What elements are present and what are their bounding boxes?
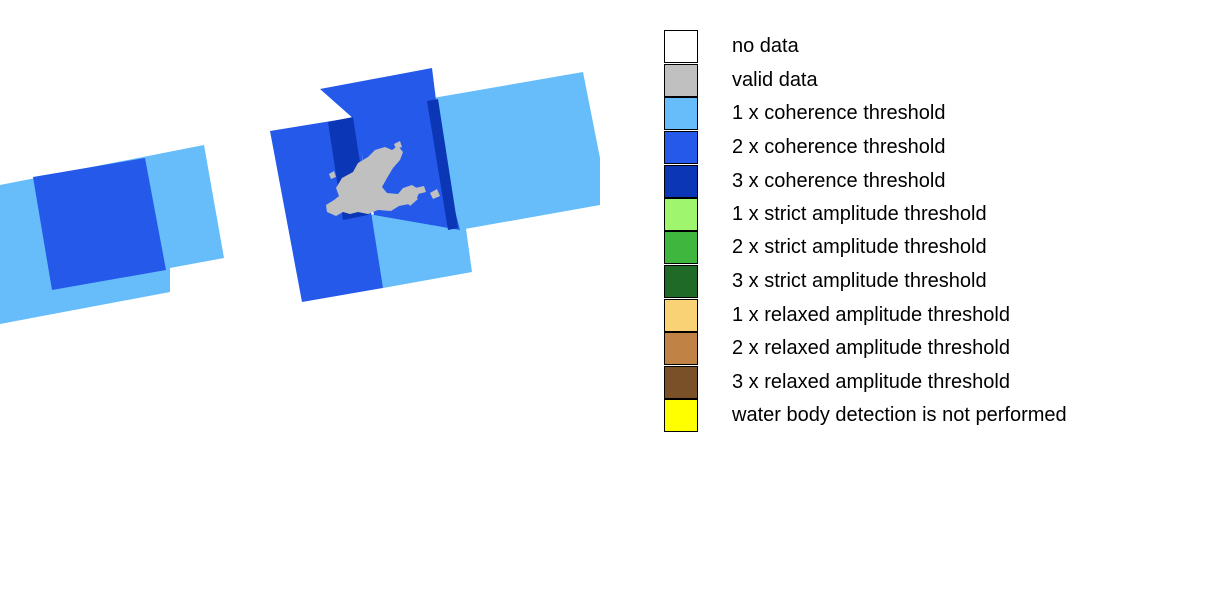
legend-item: 2 x relaxed amplitude threshold xyxy=(664,332,1184,366)
legend-swatch xyxy=(664,64,698,97)
coverage-3x-right-overlap-b xyxy=(427,99,458,230)
legend-swatch xyxy=(664,165,698,198)
legend-item: 3 x strict amplitude threshold xyxy=(664,265,1184,299)
coverage-2x-left-overlap xyxy=(33,158,166,290)
legend-item: valid data xyxy=(664,64,1184,98)
legend-swatch xyxy=(664,97,698,130)
legend-item: 2 x coherence threshold xyxy=(664,131,1184,165)
legend-label: valid data xyxy=(732,69,818,91)
legend-item: 2 x strict amplitude threshold xyxy=(664,231,1184,265)
coverage-1x-right-strip xyxy=(433,72,600,232)
legend-label: 2 x relaxed amplitude threshold xyxy=(732,337,1010,359)
legend-label: 3 x coherence threshold xyxy=(732,170,946,192)
valid-data-area xyxy=(326,141,440,216)
legend-label: water body detection is not performed xyxy=(732,404,1067,426)
legend-swatch xyxy=(664,198,698,231)
legend-item: 3 x relaxed amplitude threshold xyxy=(664,366,1184,400)
legend-swatch xyxy=(664,131,698,164)
legend-label: 3 x strict amplitude threshold xyxy=(732,270,987,292)
legend-swatch xyxy=(664,231,698,264)
legend-item: 3 x coherence threshold xyxy=(664,165,1184,199)
legend-label: 1 x strict amplitude threshold xyxy=(732,203,987,225)
legend-item: water body detection is not performed xyxy=(664,399,1184,433)
legend-swatch xyxy=(664,399,698,432)
legend-swatch xyxy=(664,366,698,399)
legend-label: no data xyxy=(732,35,799,57)
legend-swatch xyxy=(664,299,698,332)
legend-swatch xyxy=(664,30,698,63)
legend-item: 1 x coherence threshold xyxy=(664,97,1184,131)
legend-label: 3 x relaxed amplitude threshold xyxy=(732,371,1010,393)
legend-swatch xyxy=(664,332,698,365)
legend-label: 2 x strict amplitude threshold xyxy=(732,236,987,258)
legend-label: 2 x coherence threshold xyxy=(732,136,946,158)
legend-swatch xyxy=(664,265,698,298)
legend-item: 1 x strict amplitude threshold xyxy=(664,198,1184,232)
legend-label: 1 x coherence threshold xyxy=(732,102,946,124)
coverage-map xyxy=(0,68,600,324)
legend-item: no data xyxy=(664,30,1184,64)
legend-label: 1 x relaxed amplitude threshold xyxy=(732,304,1010,326)
legend-item: 1 x relaxed amplitude threshold xyxy=(664,299,1184,333)
